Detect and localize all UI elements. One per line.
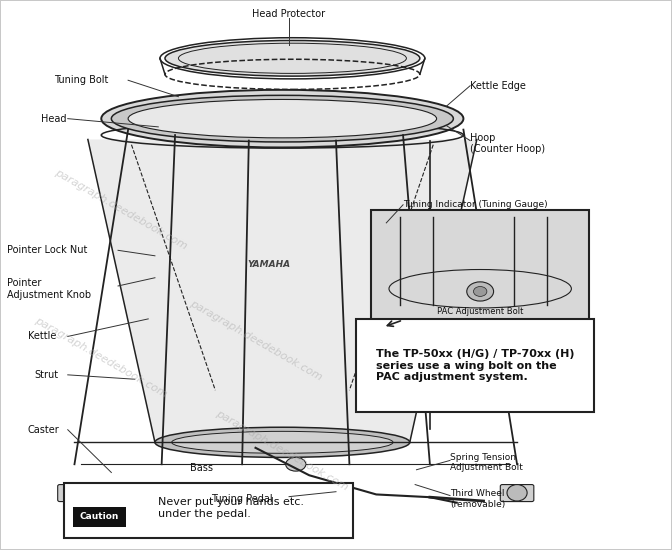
Text: Bass: Bass	[190, 463, 214, 473]
Ellipse shape	[172, 431, 393, 453]
Text: Pointer Lock Nut: Pointer Lock Nut	[7, 245, 88, 255]
Text: Spring Tension
Adjustment Bolt: Spring Tension Adjustment Bolt	[450, 453, 523, 472]
Ellipse shape	[112, 95, 454, 142]
Text: Strut: Strut	[34, 370, 58, 380]
Text: paragraph.deedebook.com: paragraph.deedebook.com	[214, 409, 350, 493]
FancyBboxPatch shape	[73, 507, 126, 527]
Text: Tuning Pedal: Tuning Pedal	[211, 494, 273, 504]
Text: Never put your hands etc.
under the pedal.: Never put your hands etc. under the peda…	[159, 497, 304, 519]
FancyBboxPatch shape	[58, 485, 91, 502]
Ellipse shape	[474, 287, 487, 296]
Polygon shape	[88, 140, 477, 442]
Ellipse shape	[421, 264, 438, 286]
Ellipse shape	[65, 485, 85, 501]
Ellipse shape	[467, 282, 494, 301]
Text: paragraph.deedebook.com: paragraph.deedebook.com	[187, 299, 323, 383]
Text: Caution: Caution	[80, 513, 120, 521]
Text: YAMAHA: YAMAHA	[247, 260, 290, 268]
Text: Tuning Indicator (Tuning Gauge): Tuning Indicator (Tuning Gauge)	[403, 200, 548, 210]
Text: paragraph.deedebook.com: paragraph.deedebook.com	[54, 167, 190, 251]
Text: The TP-50xx (H/G) / TP-70xx (H)
series use a wing bolt on the
PAC adjustment sys: The TP-50xx (H/G) / TP-70xx (H) series u…	[376, 349, 575, 382]
Text: Head: Head	[41, 114, 67, 124]
Ellipse shape	[155, 427, 410, 458]
Ellipse shape	[507, 485, 527, 501]
Ellipse shape	[265, 485, 286, 501]
Ellipse shape	[165, 41, 420, 76]
FancyBboxPatch shape	[65, 483, 353, 538]
Text: Third Wheel
(removable): Third Wheel (removable)	[450, 489, 505, 509]
Text: Pointer
Adjustment Knob: Pointer Adjustment Knob	[7, 278, 91, 300]
FancyBboxPatch shape	[356, 319, 594, 412]
Text: Head Protector: Head Protector	[253, 9, 326, 19]
Text: Caster: Caster	[28, 425, 59, 435]
Text: paragraph.deedebook.com: paragraph.deedebook.com	[34, 315, 169, 399]
Ellipse shape	[101, 90, 464, 147]
FancyBboxPatch shape	[259, 485, 292, 502]
Ellipse shape	[286, 458, 306, 471]
FancyBboxPatch shape	[371, 210, 589, 323]
Text: PAC Adjustment Bolt: PAC Adjustment Bolt	[437, 307, 523, 316]
Text: Tuning Bolt: Tuning Bolt	[54, 75, 109, 85]
Text: Hoop
(Counter Hoop): Hoop (Counter Hoop)	[470, 133, 545, 154]
Ellipse shape	[128, 100, 437, 138]
Text: Kettle: Kettle	[28, 332, 56, 342]
Text: Kettle Edge: Kettle Edge	[470, 81, 526, 91]
FancyBboxPatch shape	[500, 485, 534, 502]
